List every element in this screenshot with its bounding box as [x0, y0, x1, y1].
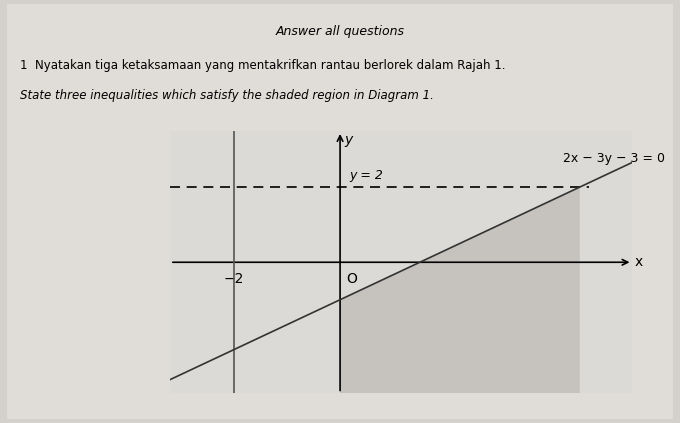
Text: Rajah 1/Diagram 1: Rajah 1/Diagram 1: [329, 371, 473, 385]
Text: 1  Nyatakan tiga ketaksamaan yang mentakrifkan rantau berlorek dalam Rajah 1.: 1 Nyatakan tiga ketaksamaan yang mentakr…: [20, 59, 506, 72]
Text: x: x: [635, 255, 643, 269]
Text: y: y: [344, 133, 352, 147]
Text: State three inequalities which satisfy the shaded region in Diagram 1.: State three inequalities which satisfy t…: [20, 89, 435, 102]
Text: −2: −2: [224, 272, 244, 286]
Text: Answer all questions: Answer all questions: [275, 25, 405, 38]
Text: 2x − 3y − 3 = 0: 2x − 3y − 3 = 0: [563, 152, 665, 165]
Text: y = 2: y = 2: [350, 169, 384, 182]
Polygon shape: [340, 187, 580, 393]
FancyBboxPatch shape: [7, 4, 673, 419]
Text: O: O: [346, 272, 357, 286]
